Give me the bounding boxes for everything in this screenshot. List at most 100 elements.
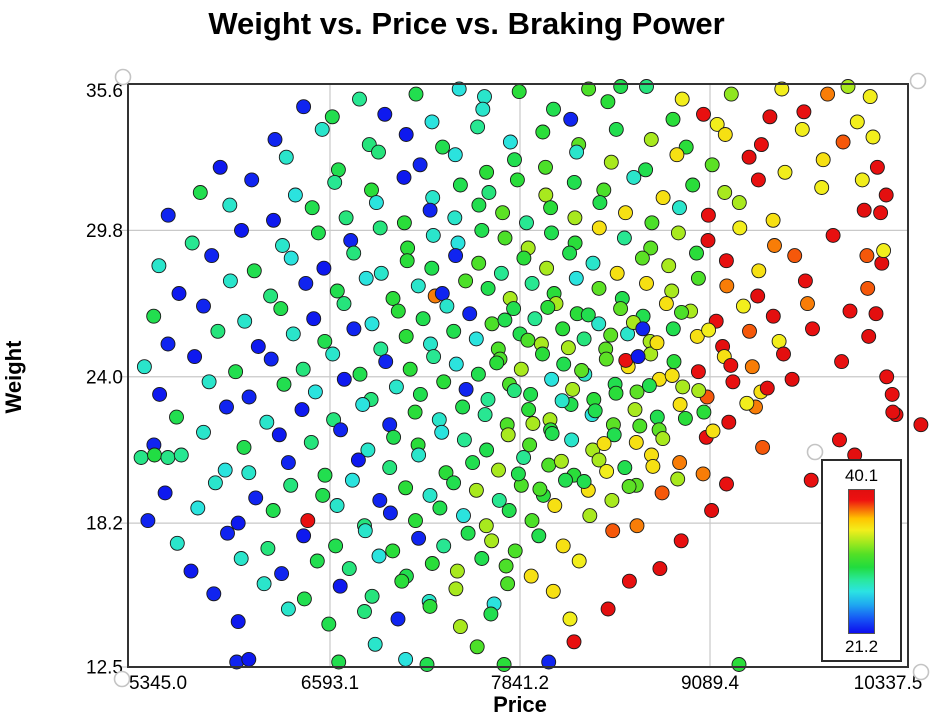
scatter-point bbox=[265, 503, 281, 518]
scatter-point bbox=[629, 518, 645, 534]
scatter-point bbox=[326, 412, 342, 428]
scatter-point bbox=[879, 369, 895, 385]
scatter-point bbox=[386, 429, 402, 445]
scatter-point bbox=[689, 328, 705, 344]
selection-handle[interactable] bbox=[114, 68, 132, 86]
scatter-point bbox=[777, 164, 793, 180]
scatter-point bbox=[574, 363, 590, 378]
scatter-point bbox=[787, 248, 803, 264]
selection-handle[interactable] bbox=[806, 443, 824, 461]
selection-handle[interactable] bbox=[113, 670, 131, 688]
scatter-point bbox=[627, 402, 643, 418]
scatter-point bbox=[626, 169, 642, 185]
scatter-point bbox=[525, 416, 541, 431]
scatter-point bbox=[338, 210, 354, 226]
scatter-point bbox=[865, 129, 881, 145]
scatter-point bbox=[541, 654, 557, 670]
scatter-point bbox=[690, 364, 706, 380]
scatter-point bbox=[506, 383, 522, 399]
scatter-point bbox=[439, 298, 455, 314]
scatter-point bbox=[273, 301, 289, 317]
scatter-point bbox=[500, 576, 516, 592]
scatter-point bbox=[458, 273, 474, 289]
scatter-point bbox=[500, 427, 516, 443]
scatter-point bbox=[357, 523, 373, 539]
scatter-point bbox=[402, 361, 418, 377]
scatter-point bbox=[566, 634, 582, 650]
scatter-point bbox=[328, 538, 344, 554]
scatter-point bbox=[643, 132, 659, 147]
scatter-point bbox=[524, 513, 540, 529]
scatter-point bbox=[341, 561, 357, 577]
scatter-point bbox=[310, 225, 326, 241]
scatter-point bbox=[357, 604, 372, 619]
scatter-point bbox=[599, 463, 615, 479]
selection-handle[interactable] bbox=[909, 72, 927, 90]
scatter-point bbox=[314, 121, 330, 137]
scatter-point bbox=[474, 551, 490, 566]
scatter-point bbox=[425, 227, 441, 243]
scatter-point bbox=[723, 86, 739, 102]
scatter-point bbox=[367, 636, 383, 652]
scatter-point bbox=[343, 233, 359, 248]
scatter-point bbox=[344, 472, 360, 488]
scatter-point bbox=[544, 426, 560, 441]
scatter-point bbox=[183, 563, 199, 579]
scatter-point bbox=[434, 286, 450, 301]
scatter-point bbox=[493, 265, 509, 281]
scatter-point bbox=[655, 190, 671, 206]
scatter-point bbox=[690, 270, 706, 286]
scatter-point bbox=[849, 114, 865, 130]
scatter-point bbox=[250, 339, 266, 354]
x-tick-label: 6593.1 bbox=[301, 673, 359, 694]
scatter-point bbox=[204, 248, 220, 264]
scatter-point bbox=[723, 357, 739, 373]
scatter-point bbox=[364, 182, 379, 198]
scatter-point bbox=[507, 152, 522, 168]
scatter-point bbox=[523, 386, 539, 402]
scatter-point bbox=[468, 482, 484, 498]
scatter-point bbox=[424, 114, 440, 130]
scatter-point bbox=[516, 250, 532, 266]
scatter-point bbox=[664, 283, 680, 299]
selection-handle[interactable] bbox=[912, 663, 930, 681]
scatter-point bbox=[718, 253, 734, 269]
scatter-point bbox=[438, 465, 454, 481]
scatter-point bbox=[346, 245, 362, 261]
scatter-point bbox=[470, 119, 486, 135]
scatter-point bbox=[759, 380, 775, 396]
scatter-point bbox=[541, 457, 557, 473]
scatter-point bbox=[825, 227, 841, 243]
scatter-point bbox=[298, 275, 314, 291]
scatter-point bbox=[565, 381, 581, 397]
scatter-point bbox=[447, 210, 463, 226]
scatter-point bbox=[325, 346, 341, 362]
scatter-point bbox=[446, 475, 462, 491]
scatter-point bbox=[296, 528, 312, 544]
scatter-point bbox=[475, 101, 491, 117]
scatter-point bbox=[408, 513, 423, 529]
scatter-point bbox=[241, 465, 257, 481]
scatter-point bbox=[373, 265, 389, 281]
scatter-point bbox=[364, 316, 380, 332]
scatter-point bbox=[377, 106, 393, 122]
scatter-point bbox=[630, 349, 646, 365]
scatter-point bbox=[591, 280, 607, 296]
scatter-point bbox=[422, 598, 438, 614]
scatter-point bbox=[280, 601, 296, 617]
scatter-point bbox=[399, 253, 415, 269]
scatter-point bbox=[140, 513, 156, 529]
scatter-point bbox=[266, 212, 281, 228]
scatter-point bbox=[283, 477, 299, 493]
scatter-point bbox=[382, 460, 398, 476]
scatter-point bbox=[600, 94, 616, 110]
scatter-point bbox=[452, 177, 468, 193]
scatter-point bbox=[884, 386, 900, 402]
scatter-point bbox=[670, 471, 686, 487]
scatter-point bbox=[596, 436, 612, 452]
scatter-point bbox=[398, 328, 414, 344]
scatter-point bbox=[762, 109, 778, 125]
colorbar-legend[interactable]: 40.1 21.2 bbox=[821, 459, 902, 662]
scatter-point bbox=[449, 563, 465, 579]
scatter-point bbox=[753, 137, 769, 153]
